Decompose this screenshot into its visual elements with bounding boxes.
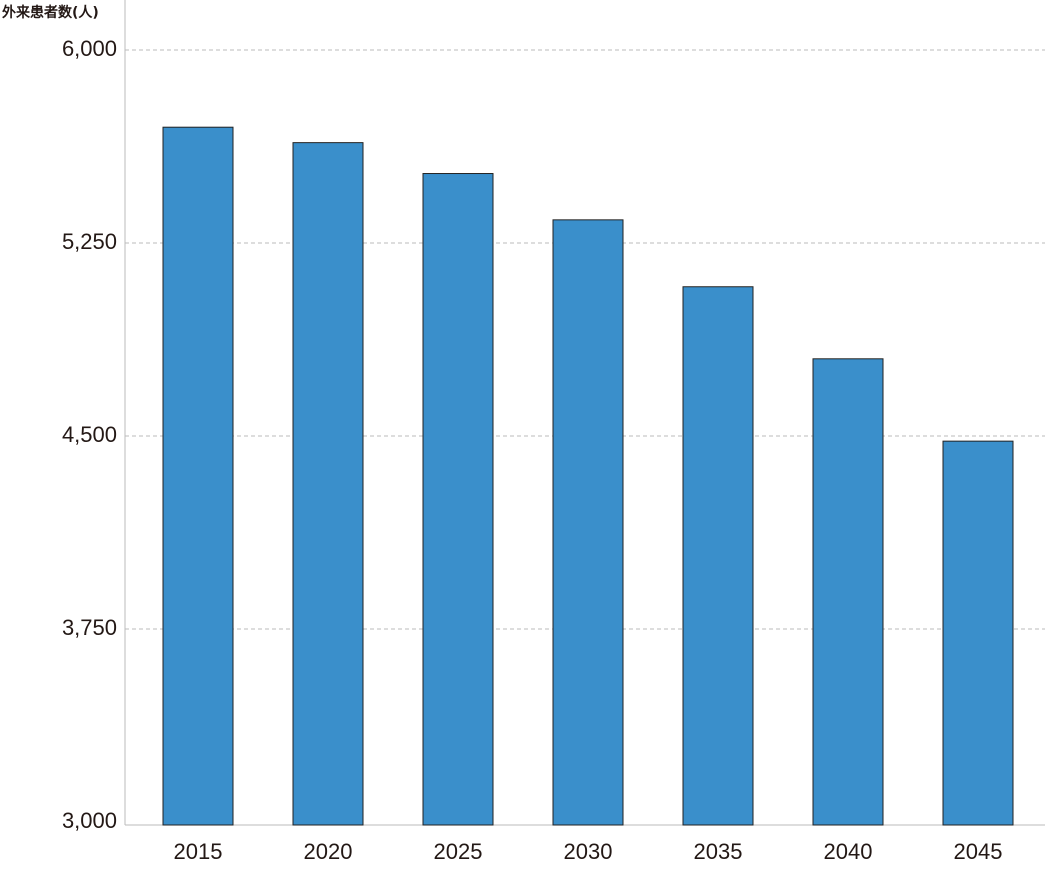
x-tick-label: 2015 [174,839,223,864]
x-tick-label: 2030 [564,839,613,864]
x-tick-label: 2025 [434,839,483,864]
bar [942,440,1014,826]
x-tick-label: 2035 [694,839,743,864]
y-tick-label: 6,000 [62,36,117,61]
y-tick-label: 3,000 [62,808,117,833]
y-tick-label: 3,750 [62,615,117,640]
y-axis-title: 外来患者数(人) [2,4,99,21]
x-tick-label: 2040 [824,839,873,864]
x-tick-label: 2045 [954,839,1003,864]
y-tick-label: 5,250 [62,229,117,254]
bar [292,142,364,826]
bar [422,173,494,826]
x-tick-label: 2020 [304,839,353,864]
bar [682,286,754,826]
bar [812,358,884,826]
bar [162,126,234,826]
y-tick-label: 4,500 [62,422,117,447]
bar [552,219,624,826]
